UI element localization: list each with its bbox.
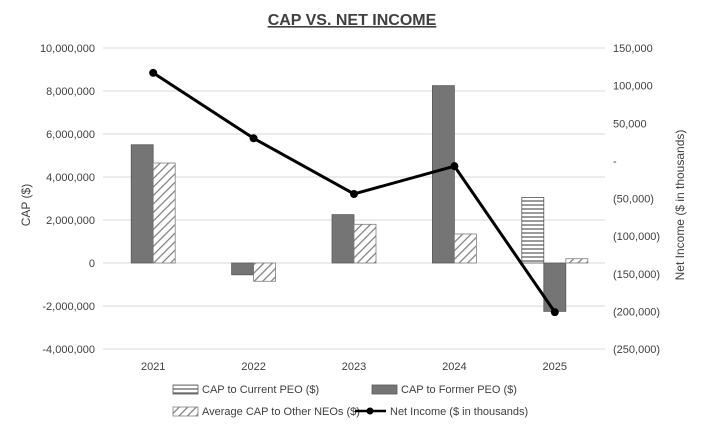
bar-horizontal-lines-2025 bbox=[521, 197, 545, 264]
net-income-point-2022 bbox=[249, 134, 258, 143]
right-tick-label: (100,000) bbox=[613, 231, 660, 243]
bar-solid-2022 bbox=[231, 262, 255, 276]
net-income-point-2023 bbox=[350, 189, 358, 198]
bar-solid-2025 bbox=[543, 262, 567, 312]
x-axis-ticks: 2021 2022 2023 2024 2025 bbox=[141, 361, 567, 373]
bar-diagonal-lines-2022 bbox=[253, 262, 277, 282]
x-tick-label: 2023 bbox=[342, 361, 366, 373]
x-tick-label: 2021 bbox=[141, 361, 165, 373]
left-axis-ticks: 10,000,000 8,000,000 6,000,000 4,000,000 2,0… bbox=[40, 43, 95, 356]
right-tick-label: (250,000) bbox=[613, 344, 660, 356]
right-tick-label: (150,000) bbox=[613, 269, 660, 281]
legend-label-other-neos: Average CAP to Other NEOs ($) bbox=[202, 406, 360, 418]
right-tick-label: (50,000) bbox=[613, 194, 654, 206]
left-tick-label: -2,000,000 bbox=[42, 301, 95, 313]
bar-diagonal-lines-2023 bbox=[353, 223, 377, 264]
right-tick-label: 50,000 bbox=[613, 118, 647, 130]
x-tick-label: 2024 bbox=[442, 361, 466, 373]
right-axis-title: Net Income ($ in thousands) bbox=[673, 130, 687, 281]
right-tick-label: (200,000) bbox=[613, 306, 660, 318]
bar-diagonal-lines-2024 bbox=[453, 233, 477, 264]
net-income-point-2025 bbox=[550, 308, 559, 317]
net-income-point-2024 bbox=[450, 162, 459, 171]
legend: CAP to Current PEO ($) CAP to Former PEO… bbox=[172, 384, 528, 418]
right-tick-label: 100,000 bbox=[613, 81, 653, 93]
legend-swatch-former-peo bbox=[371, 384, 398, 395]
chart-title: CAP VS. NET INCOME bbox=[268, 12, 437, 29]
x-tick-label: 2022 bbox=[241, 361, 265, 373]
left-tick-label: -4,000,000 bbox=[42, 344, 95, 356]
bars bbox=[130, 85, 589, 312]
legend-label-current-peo: CAP to Current PEO ($) bbox=[202, 384, 319, 396]
right-tick-label: - bbox=[613, 156, 617, 168]
left-tick-label: 4,000,000 bbox=[46, 172, 95, 184]
left-tick-label: 2,000,000 bbox=[46, 215, 95, 227]
net-income-line bbox=[149, 68, 559, 317]
bar-diagonal-lines-2025 bbox=[565, 258, 589, 264]
left-axis-title: CAP ($) bbox=[19, 184, 33, 226]
legend-label-net-income: Net Income ($ in thousands) bbox=[390, 406, 528, 418]
net-income-point-2021 bbox=[149, 68, 158, 77]
left-tick-label: 10,000,000 bbox=[40, 43, 95, 55]
x-tick-label: 2025 bbox=[543, 361, 567, 373]
legend-marker-net-income bbox=[366, 407, 374, 415]
bar-solid-2024 bbox=[431, 85, 455, 264]
legend-swatch-current-peo bbox=[172, 384, 199, 395]
left-tick-label: 6,000,000 bbox=[46, 129, 95, 141]
right-tick-label: 150,000 bbox=[613, 43, 653, 55]
bar-solid-2021 bbox=[130, 144, 154, 264]
legend-label-former-peo: CAP to Former PEO ($) bbox=[401, 384, 517, 396]
right-axis-ticks: 150,000 100,000 50,000 - (50,000) (100,000) (1… bbox=[613, 43, 660, 356]
legend-swatch-other-neos bbox=[172, 406, 199, 417]
bar-solid-2023 bbox=[331, 214, 355, 264]
bar-diagonal-lines-2021 bbox=[152, 162, 176, 264]
left-tick-label: 8,000,000 bbox=[46, 86, 95, 98]
left-tick-label: 0 bbox=[89, 258, 95, 270]
